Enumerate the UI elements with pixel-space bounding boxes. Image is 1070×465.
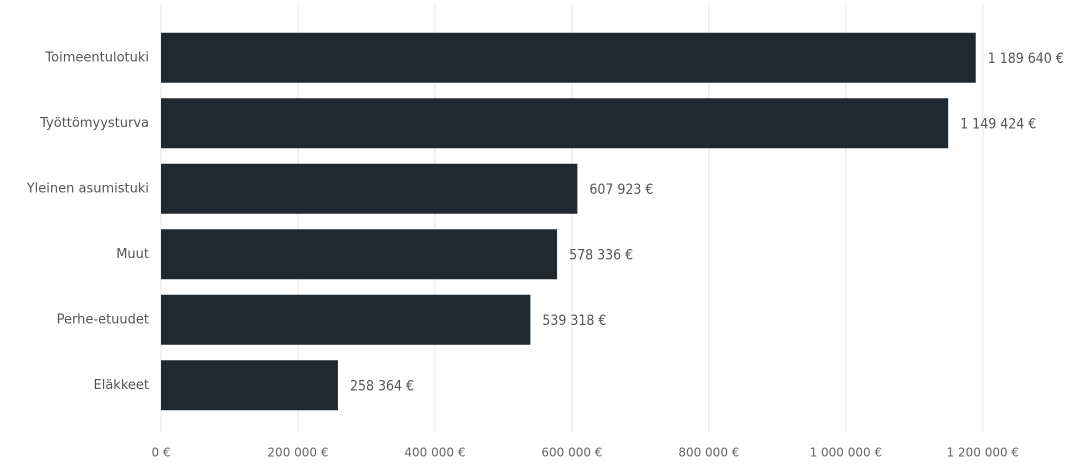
x-tick-label: 200 000 € — [267, 446, 328, 460]
bar — [161, 229, 558, 280]
bar — [161, 163, 578, 214]
x-tick-label: 400 000 € — [404, 446, 465, 460]
x-tick-label: 600 000 € — [541, 446, 602, 460]
bar — [161, 32, 976, 83]
y-tick-label: Muut — [116, 247, 149, 262]
x-tick-label: 1 000 000 € — [810, 446, 883, 460]
x-tick-label: 0 € — [151, 446, 170, 460]
value-label: 1 149 424 € — [960, 116, 1036, 132]
value-label: 578 336 € — [569, 247, 633, 263]
bar — [161, 360, 338, 411]
x-tick-label: 800 000 € — [678, 446, 739, 460]
y-tick-label: Perhe-etuudet — [57, 312, 149, 327]
value-label: 539 318 € — [542, 313, 606, 329]
x-tick-label: 1 200 000 € — [947, 446, 1020, 460]
y-tick-label: Toimeentulotuki — [44, 50, 149, 65]
bar — [161, 98, 949, 149]
value-label: 258 364 € — [350, 378, 414, 394]
y-tick-label: Työttömyysturva — [39, 116, 149, 131]
value-label: 1 189 640 € — [988, 51, 1064, 67]
value-label: 607 923 € — [589, 182, 653, 198]
y-tick-label: Eläkkeet — [94, 378, 149, 393]
y-tick-label: Yleinen asumistuki — [26, 181, 149, 196]
bar — [161, 294, 531, 345]
